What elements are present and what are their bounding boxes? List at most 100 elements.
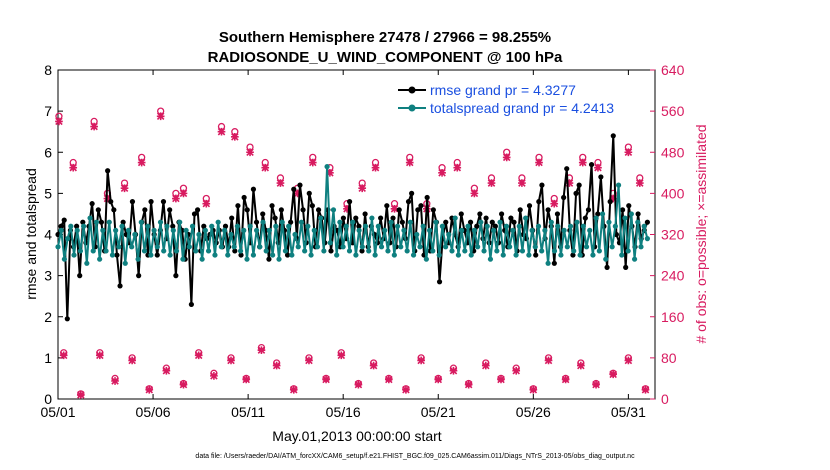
totalspread-point [545, 260, 551, 266]
totalspread-point [561, 227, 567, 233]
y-left-tick-label: 4 [44, 227, 52, 243]
totalspread-point [449, 248, 455, 254]
totalspread-point [551, 248, 558, 254]
rmse-point [129, 199, 136, 205]
rmse-point [409, 190, 415, 196]
obs-assimilated-point [402, 385, 410, 394]
totalspread-point [106, 219, 112, 225]
totalspread-point [439, 223, 445, 229]
legend: rmse grand pr = 4.3277 totalspread grand… [395, 80, 650, 120]
obs-assimilated-point [289, 385, 298, 394]
rmse-point [188, 301, 194, 308]
rmse-point [443, 219, 449, 225]
rmse-point [77, 273, 83, 279]
obs-assimilated-point [179, 380, 188, 389]
rmse-point [114, 252, 120, 258]
rmse-point [570, 252, 576, 258]
obs-assimilated-point [592, 380, 600, 389]
legend-marker-rmse [408, 86, 416, 94]
totalspread-point [388, 219, 394, 225]
rmse-point [483, 215, 489, 221]
rmse-point [424, 194, 430, 201]
totalspread-point [177, 219, 183, 225]
obs-assimilated-point [95, 351, 104, 360]
totalspread-point [231, 244, 237, 250]
totalspread-point [398, 244, 404, 250]
y-axis-right: 0 80 160 240 320 400 480 560 640 [650, 62, 685, 407]
totalspread-point [346, 248, 353, 254]
totalspread-point [414, 231, 420, 238]
rmse-point [346, 199, 353, 205]
totalspread-point [55, 244, 61, 250]
totalspread-point [532, 244, 538, 250]
rmse-point [241, 194, 247, 201]
obs-assimilated-point [145, 385, 154, 394]
obs-assimilated-point [518, 179, 526, 187]
legend-marker-spread [408, 104, 416, 112]
legend-label-spread: totalspread grand pr = 4.2413 [430, 100, 614, 116]
obs-assimilated-point [550, 199, 559, 208]
rmse-point [300, 207, 306, 213]
rmse-point [610, 133, 616, 139]
totalspread-point [603, 256, 609, 262]
obs-assimilated-point [371, 163, 380, 172]
totalspread-point [151, 227, 157, 233]
y-axis-right-label: # of obs: o=possible; ×=assimilated [693, 124, 709, 343]
totalspread-point [353, 252, 359, 258]
obs-assimilated-point [464, 380, 473, 389]
y-axis-left-label: rmse and totalspread [23, 168, 39, 300]
totalspread-point [321, 248, 327, 254]
y-right-tick-label: 160 [661, 309, 685, 325]
rmse-point [595, 211, 601, 217]
y-left-tick-label: 5 [44, 185, 52, 201]
totalspread-point [401, 227, 407, 233]
rmse-point [80, 219, 86, 225]
rmse-point [477, 211, 483, 217]
totalspread-point [199, 256, 205, 262]
totalspread-point [250, 252, 256, 258]
rmse-point [173, 273, 179, 279]
obs-assimilated-point [481, 361, 490, 370]
totalspread-point [548, 219, 554, 225]
totalspread-point [484, 223, 490, 229]
obs-assimilated-point [162, 366, 171, 375]
totalspread-point [436, 252, 442, 258]
totalspread-point [119, 223, 125, 229]
rmse-point [232, 248, 238, 254]
totalspread-point [87, 215, 93, 221]
totalspread-point [228, 231, 234, 238]
obs-assimilated-point [217, 127, 226, 136]
obs-assimilated-point [594, 163, 602, 172]
totalspread-point [481, 248, 487, 254]
y-right-tick-label: 0 [661, 391, 669, 407]
totalspread-point [103, 248, 109, 254]
totalspread-point [590, 252, 596, 258]
totalspread-point [625, 248, 631, 254]
obs-assimilated-point [305, 356, 313, 365]
obs-assimilated-point [90, 122, 98, 131]
obs-assimilated-point [453, 163, 462, 172]
rmse-point [359, 248, 365, 254]
obs-assimilated-point [417, 356, 425, 365]
totalspread-point [122, 260, 128, 266]
totalspread-point [279, 219, 285, 225]
totalspread-point [254, 227, 260, 233]
legend-box [395, 80, 650, 120]
totalspread-point [497, 219, 503, 225]
obs-assimilated-point [76, 391, 85, 399]
totalspread-point [442, 244, 449, 250]
rmse-point [191, 211, 198, 217]
totalspread-point [503, 223, 510, 229]
y-left-tick-label: 7 [44, 103, 52, 119]
rmse-point [194, 207, 201, 213]
y-left-tick-label: 2 [44, 309, 52, 325]
rmse-point [340, 215, 346, 221]
totalspread-point [237, 248, 244, 254]
totalspread-point [459, 227, 465, 233]
totalspread-point [234, 223, 240, 229]
rmse-point [272, 215, 278, 221]
totalspread-point [324, 164, 330, 170]
totalspread-point [77, 248, 84, 254]
rmse-point [384, 203, 390, 209]
